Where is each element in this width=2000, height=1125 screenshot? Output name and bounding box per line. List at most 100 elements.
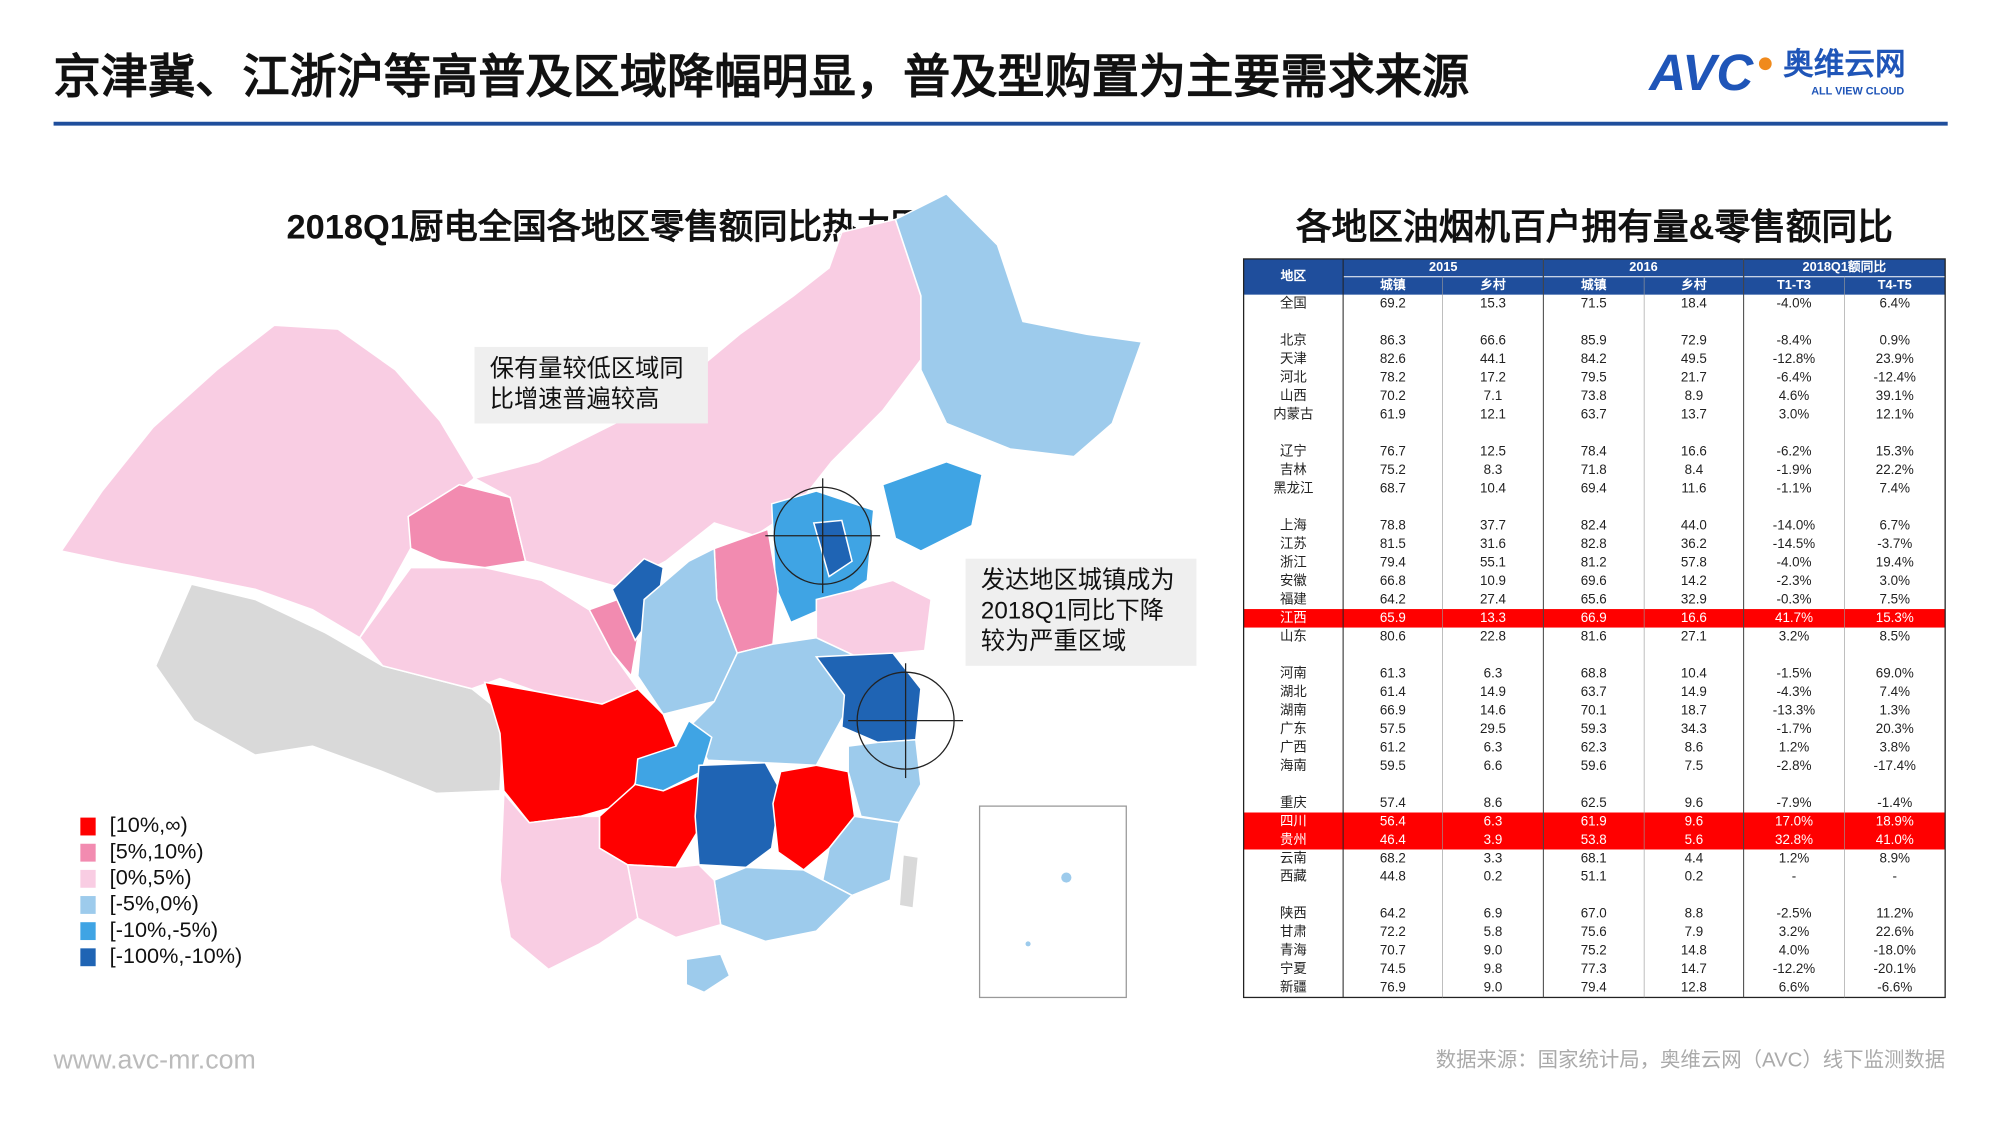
- legend-swatch: [80, 948, 96, 967]
- table-cell: 62.3: [1581, 739, 1607, 754]
- region-name: 贵州: [1280, 832, 1307, 847]
- region-name: 江西: [1280, 610, 1307, 625]
- table-cell: 11.6: [1681, 480, 1706, 495]
- table-cell: 6.9: [1484, 906, 1503, 921]
- table-cell: -4.3%: [1777, 684, 1812, 699]
- table-cell: 27.4: [1480, 591, 1507, 606]
- table-title: 各地区油烟机百户拥有量&零售额同比: [1296, 207, 1893, 247]
- province-heilongjiang: [894, 192, 1143, 458]
- table-cell: 61.4: [1380, 684, 1407, 699]
- table-cell: 74.5: [1380, 961, 1406, 976]
- table-cell: 7.1: [1484, 388, 1503, 403]
- table-cell: 39.1%: [1876, 388, 1914, 403]
- logo-cn: 奥维云网: [1783, 47, 1905, 81]
- table-cell: 22.6%: [1876, 924, 1914, 939]
- table-cell: 41.0%: [1876, 832, 1914, 847]
- slide-title: 京津冀、江浙沪等高普及区域降幅明显，普及型购置为主要需求来源: [54, 51, 1470, 104]
- table-cell: 9.6: [1685, 795, 1704, 810]
- annotation-text: 发达地区城镇成为: [981, 567, 1175, 594]
- table-cell: 75.2: [1581, 943, 1607, 958]
- region-name: 河北: [1280, 369, 1307, 384]
- table-cell: 6.7%: [1880, 517, 1911, 532]
- table-cell: 14.7: [1681, 961, 1707, 976]
- table-cell: -0.3%: [1777, 591, 1812, 606]
- table-cell: 69.2: [1380, 295, 1406, 310]
- table-cell: 18.7: [1681, 702, 1707, 717]
- legend-label: [-10%,-5%): [110, 917, 218, 942]
- annotation-text: 比增速普遍较高: [490, 386, 660, 413]
- region-name: 辽宁: [1280, 442, 1307, 458]
- table-subheader: 城镇: [1380, 277, 1406, 292]
- table-cell: 12.8: [1681, 980, 1707, 995]
- table-cell: 1.3%: [1880, 702, 1911, 717]
- table-cell: 71.5: [1581, 295, 1607, 310]
- table-cell: 78.2: [1380, 369, 1406, 384]
- table-subheader: 乡村: [1480, 277, 1506, 292]
- table-cell: 3.8%: [1880, 739, 1911, 754]
- table-cell: 23.9%: [1876, 351, 1914, 366]
- table-cell: 68.1: [1581, 850, 1607, 865]
- table-cell: 4.0%: [1779, 943, 1810, 958]
- table-cell: 57.5: [1380, 721, 1406, 736]
- table-cell: 63.7: [1581, 684, 1607, 699]
- table-cell: -4.0%: [1777, 295, 1812, 310]
- table-cell: 34.3: [1681, 721, 1707, 736]
- table-cell: 64.2: [1380, 906, 1406, 921]
- table-subheader: T4-T5: [1878, 277, 1912, 292]
- region-name: 北京: [1280, 332, 1307, 347]
- table-cell: 61.2: [1380, 739, 1406, 754]
- table-cell: 44.1: [1480, 351, 1506, 366]
- table-cell: 20.3%: [1876, 721, 1914, 736]
- table-cell: 7.5: [1685, 758, 1704, 773]
- table-cell: 62.5: [1581, 795, 1607, 810]
- table-cell: 32.9: [1681, 591, 1707, 606]
- inset-island: [1025, 941, 1031, 947]
- region-name: 重庆: [1280, 795, 1307, 810]
- table-cell: 3.2%: [1779, 924, 1810, 939]
- table-cell: -14.0%: [1773, 517, 1815, 532]
- table-cell: 12.1%: [1876, 406, 1914, 421]
- region-name: 内蒙古: [1273, 406, 1313, 421]
- table-cell: -8.4%: [1777, 332, 1812, 347]
- table-cell: 72.2: [1380, 924, 1406, 939]
- region-name: 安徽: [1280, 573, 1307, 588]
- table-cell: 36.2: [1681, 536, 1707, 551]
- region-name: 海南: [1280, 758, 1307, 773]
- table-cell: 82.8: [1581, 536, 1607, 551]
- table-cell: 8.9: [1685, 388, 1704, 403]
- highlight-row: [1243, 830, 1946, 850]
- table-cell: -20.1%: [1874, 961, 1916, 976]
- table-cell: 75.6: [1581, 924, 1607, 939]
- table-cell: 10.4: [1480, 480, 1507, 495]
- table-cell: -7.9%: [1777, 795, 1812, 810]
- logo-en: ALL VIEW CLOUD: [1811, 86, 1904, 98]
- table-cell: 7.9: [1685, 924, 1704, 939]
- legend-swatch: [80, 896, 96, 914]
- table-cell: 14.9: [1480, 684, 1506, 699]
- table-cell: 16.6: [1681, 443, 1707, 458]
- table-cell: 71.8: [1581, 462, 1607, 477]
- table-cell: 55.1: [1480, 554, 1506, 569]
- table-cell: 6.6: [1484, 758, 1503, 773]
- table-cell: -2.5%: [1777, 906, 1812, 921]
- table-cell: 66.6: [1480, 332, 1506, 347]
- province-hainan: [685, 953, 731, 994]
- table-cell: 29.5: [1480, 721, 1506, 736]
- region-name: 山西: [1280, 388, 1307, 403]
- table-cell: 66.9: [1380, 702, 1406, 717]
- table-cell: 3.9: [1484, 832, 1503, 847]
- table-cell: 3.2%: [1779, 628, 1810, 643]
- region-name: 江苏: [1280, 536, 1307, 551]
- table-cell: 6.3: [1484, 665, 1503, 680]
- table-cell: 3.0%: [1779, 406, 1810, 421]
- table-cell: 0.2: [1484, 869, 1503, 884]
- table-header: 地区: [1281, 268, 1307, 283]
- table-cell: -1.5%: [1777, 665, 1812, 680]
- table-cell: 6.4%: [1880, 295, 1911, 310]
- table-cell: 59.3: [1581, 721, 1607, 736]
- province-zhejiang: [847, 738, 922, 824]
- region-name: 湖北: [1280, 684, 1307, 699]
- region-name: 黑龙江: [1273, 480, 1313, 495]
- table-cell: 69.4: [1581, 480, 1608, 495]
